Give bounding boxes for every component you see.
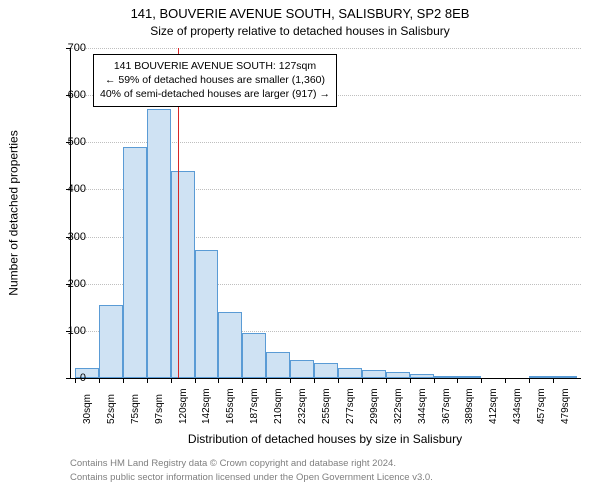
x-tick-mark xyxy=(314,378,315,383)
gridline xyxy=(71,48,581,49)
x-tick-label: 210sqm xyxy=(273,388,284,424)
histogram-bar xyxy=(171,171,195,378)
info-box: 141 BOUVERIE AVENUE SOUTH: 127sqm← 59% o… xyxy=(93,54,337,107)
histogram-bar xyxy=(529,376,553,378)
histogram-bar xyxy=(290,360,314,378)
x-tick-mark xyxy=(218,378,219,383)
x-tick-mark xyxy=(457,378,458,383)
x-tick-mark xyxy=(195,378,196,383)
x-tick-label: 412sqm xyxy=(488,388,499,424)
histogram-bar xyxy=(266,352,290,378)
chart-container: 141, BOUVERIE AVENUE SOUTH, SALISBURY, S… xyxy=(0,0,600,500)
x-tick-label: 457sqm xyxy=(536,388,547,424)
x-tick-mark xyxy=(362,378,363,383)
x-tick-mark xyxy=(386,378,387,383)
x-tick-label: 52sqm xyxy=(106,394,117,424)
histogram-bar xyxy=(123,147,147,378)
x-tick-mark xyxy=(553,378,554,383)
x-tick-mark xyxy=(99,378,100,383)
plot-area: 141 BOUVERIE AVENUE SOUTH: 127sqm← 59% o… xyxy=(70,48,581,379)
histogram-bar xyxy=(195,250,219,378)
info-box-line: 40% of semi-detached houses are larger (… xyxy=(100,87,330,101)
x-tick-label: 120sqm xyxy=(178,388,189,424)
histogram-bar xyxy=(338,368,362,378)
footer-line-2: Contains public sector information licen… xyxy=(70,472,580,483)
y-tick-label: 100 xyxy=(46,325,86,337)
x-tick-mark xyxy=(266,378,267,383)
x-tick-label: 232sqm xyxy=(297,388,308,424)
x-tick-mark xyxy=(505,378,506,383)
x-axis-label: Distribution of detached houses by size … xyxy=(70,432,580,446)
y-tick-label: 300 xyxy=(46,231,86,243)
x-tick-label: 322sqm xyxy=(393,388,404,424)
y-tick-label: 500 xyxy=(46,136,86,148)
x-tick-label: 479sqm xyxy=(560,388,571,424)
footer-line-1: Contains HM Land Registry data © Crown c… xyxy=(70,458,580,469)
chart-title: 141, BOUVERIE AVENUE SOUTH, SALISBURY, S… xyxy=(0,6,600,21)
x-tick-label: 344sqm xyxy=(417,388,428,424)
x-tick-label: 389sqm xyxy=(464,388,475,424)
histogram-bar xyxy=(147,109,171,378)
histogram-bar xyxy=(553,376,577,378)
x-tick-mark xyxy=(481,378,482,383)
x-tick-label: 255sqm xyxy=(321,388,332,424)
x-tick-label: 277sqm xyxy=(345,388,356,424)
y-tick-label: 0 xyxy=(46,372,86,384)
x-tick-mark xyxy=(529,378,530,383)
x-tick-label: 434sqm xyxy=(512,388,523,424)
x-tick-mark xyxy=(242,378,243,383)
y-axis-label-text: Number of detached properties xyxy=(7,130,21,295)
histogram-bar xyxy=(99,305,123,378)
histogram-bar xyxy=(242,333,266,378)
x-tick-label: 75sqm xyxy=(130,394,141,424)
y-tick-label: 700 xyxy=(46,42,86,54)
x-tick-mark xyxy=(171,378,172,383)
x-tick-mark xyxy=(290,378,291,383)
x-tick-label: 30sqm xyxy=(82,394,93,424)
info-box-line: 141 BOUVERIE AVENUE SOUTH: 127sqm xyxy=(100,59,330,73)
histogram-bar xyxy=(362,370,386,378)
x-tick-mark xyxy=(434,378,435,383)
histogram-bar xyxy=(457,376,481,378)
histogram-bar xyxy=(218,312,242,378)
x-tick-label: 142sqm xyxy=(201,388,212,424)
x-tick-label: 165sqm xyxy=(225,388,236,424)
x-tick-label: 97sqm xyxy=(154,394,165,424)
info-box-line: ← 59% of detached houses are smaller (1,… xyxy=(100,73,330,87)
x-tick-mark xyxy=(338,378,339,383)
histogram-bar xyxy=(410,374,434,378)
y-axis-label: Number of detached properties xyxy=(6,48,22,378)
x-tick-mark xyxy=(147,378,148,383)
x-tick-label: 299sqm xyxy=(369,388,380,424)
histogram-bar xyxy=(434,376,458,378)
x-tick-mark xyxy=(123,378,124,383)
x-tick-label: 367sqm xyxy=(441,388,452,424)
y-tick-label: 600 xyxy=(46,89,86,101)
x-tick-mark xyxy=(410,378,411,383)
y-tick-label: 400 xyxy=(46,183,86,195)
x-tick-label: 187sqm xyxy=(249,388,260,424)
y-tick-label: 200 xyxy=(46,278,86,290)
chart-subtitle: Size of property relative to detached ho… xyxy=(0,24,600,38)
histogram-bar xyxy=(386,372,410,378)
histogram-bar xyxy=(314,363,338,378)
